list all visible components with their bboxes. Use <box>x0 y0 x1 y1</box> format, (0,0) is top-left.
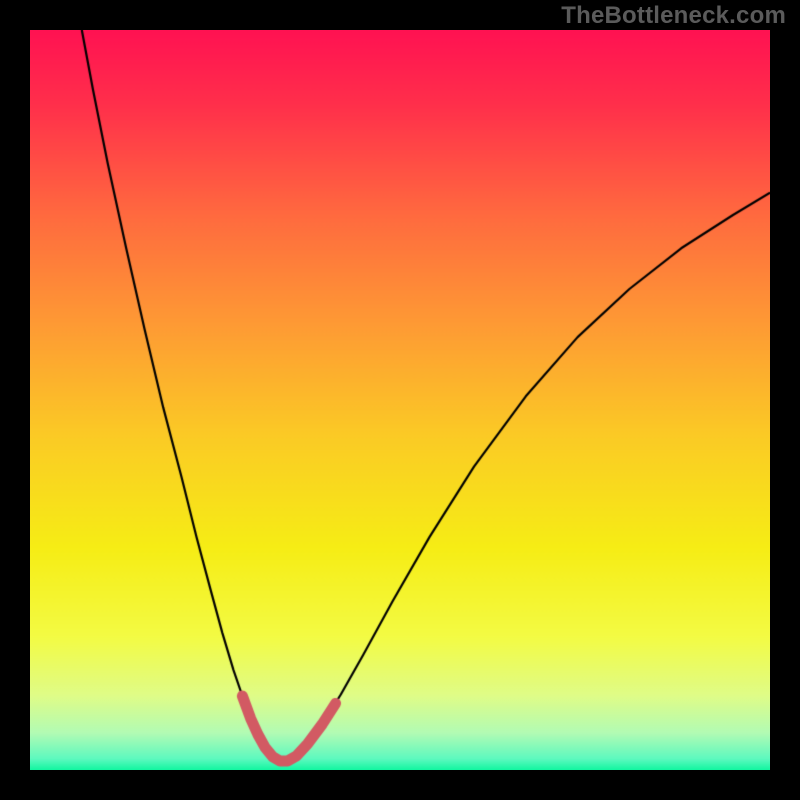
bottleneck-curve-canvas <box>30 30 770 770</box>
plot-area <box>30 30 770 770</box>
watermark-text: TheBottleneck.com <box>561 2 786 30</box>
chart-frame: TheBottleneck.com <box>0 0 800 800</box>
